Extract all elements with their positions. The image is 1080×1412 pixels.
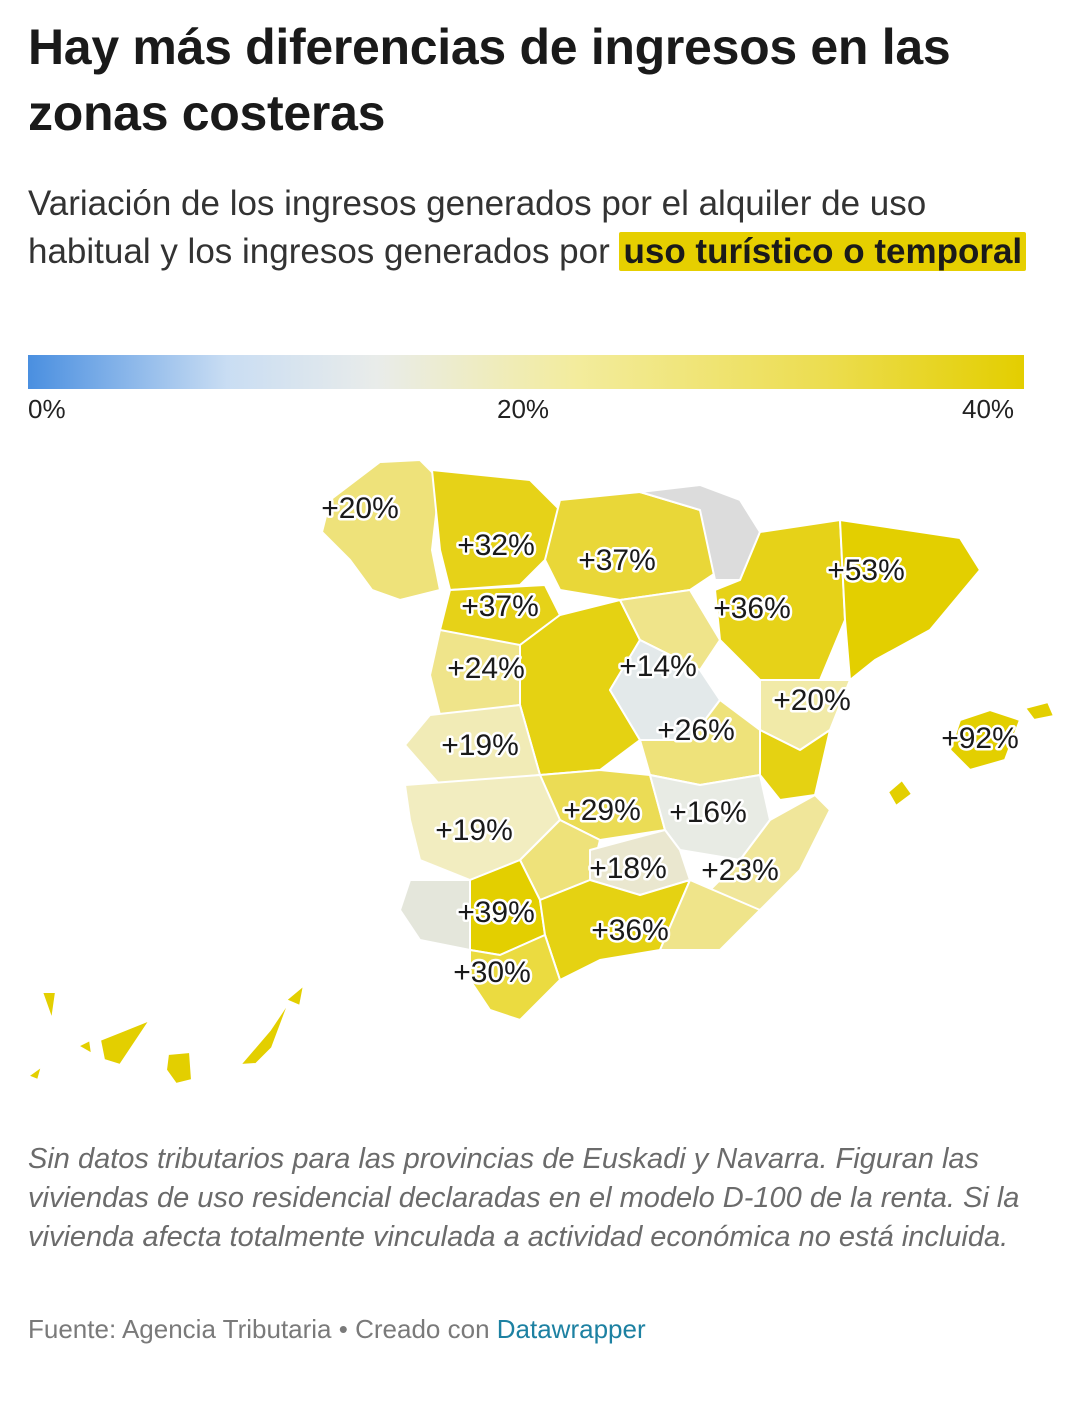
map-label-castellon: +20%	[773, 684, 851, 717]
region-almeria[interactable]	[659, 879, 761, 951]
region-canarias-2[interactable]	[27, 1065, 43, 1081]
subtitle-highlight: uso turístico o temporal	[619, 232, 1027, 271]
region-baleares-ibiza[interactable]	[887, 779, 913, 807]
region-canarias-5[interactable]	[165, 1051, 193, 1085]
region-canarias-3[interactable]	[77, 1039, 93, 1055]
map-label-baleares: +92%	[941, 722, 1019, 755]
map-label-caceres: +19%	[441, 729, 519, 762]
datawrapper-link[interactable]: Datawrapper	[496, 1314, 646, 1344]
subtitle-text: Variación de los ingresos generados por …	[28, 184, 927, 271]
spain-map: +20% +32% +37% +53% +37% +36% +24% +14% +20% +92%…	[27, 459, 1055, 1085]
created-with-text: Creado con	[355, 1314, 490, 1344]
legend-min-label: 0%	[28, 394, 66, 424]
region-canarias-1[interactable]	[41, 991, 57, 1021]
map-label-cataluna: +53%	[827, 554, 905, 587]
map-label-zamora: +37%	[461, 590, 539, 623]
region-baleares-mallorca[interactable]	[949, 709, 1021, 771]
region-huelva[interactable]	[399, 879, 471, 951]
map-label-galicia: +20%	[321, 492, 399, 525]
map-label-madrid: +14%	[619, 650, 697, 683]
map-label-sevilla: +39%	[457, 896, 535, 929]
region-asturias-leon[interactable]	[431, 469, 561, 591]
map-labels: +20% +32% +37% +53% +37% +36% +24% +14% +20% +92%…	[319, 490, 1022, 992]
region-cadiz[interactable]	[469, 934, 561, 1021]
legend-max-label: 40%	[962, 394, 1015, 424]
map-label-cuenca: +26%	[657, 714, 735, 747]
footer-separator: •	[338, 1314, 348, 1344]
map-label-cadiz: +30%	[453, 956, 531, 989]
region-cataluna[interactable]	[839, 519, 981, 681]
region-canarias-7[interactable]	[285, 984, 305, 1007]
source-text: Fuente: Agencia Tributaria	[28, 1314, 332, 1344]
map-label-albacete: +16%	[669, 796, 747, 829]
map-label-asturias-leon: +32%	[457, 529, 535, 562]
map-label-aragon: +36%	[713, 592, 791, 625]
region-guadalajara[interactable]	[619, 589, 721, 671]
map-label-jaen: +18%	[589, 852, 667, 885]
map-label-salamanca: +24%	[447, 652, 525, 685]
map-label-alicante: +23%	[701, 854, 779, 887]
chart-footer: Fuente: Agencia Tributaria • Creado con …	[28, 1314, 646, 1345]
region-canarias-6[interactable]	[239, 999, 291, 1066]
region-canarias-4[interactable]	[99, 1019, 151, 1066]
map-label-granada: +36%	[591, 914, 669, 947]
chart-subtitle: Variación de los ingresos generados por …	[28, 180, 1058, 276]
chart-notes: Sin datos tributarios para las provincia…	[28, 1143, 1020, 1253]
region-alicante[interactable]	[699, 794, 831, 911]
legend-mid-label: 20%	[497, 394, 550, 424]
region-galicia[interactable]	[321, 459, 441, 601]
map-label-badajoz: +19%	[435, 814, 513, 847]
map-label-ciudad-real: +29%	[563, 794, 641, 827]
legend-color-scale	[28, 355, 1024, 389]
chart-title: Hay más diferencias de ingresos en las z…	[28, 19, 951, 141]
region-baleares-menorca[interactable]	[1024, 701, 1055, 721]
map-label-burgos: +37%	[578, 544, 656, 577]
